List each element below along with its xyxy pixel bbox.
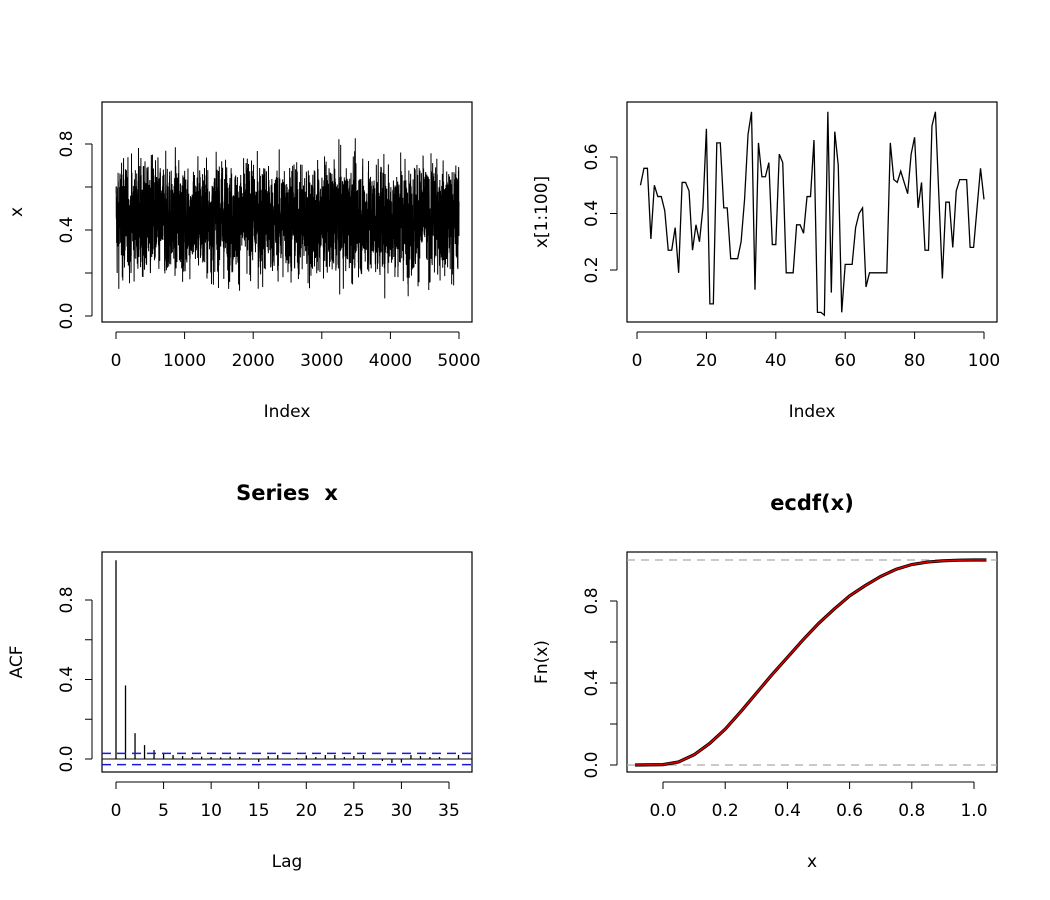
- chart-title: ecdf(x): [770, 491, 854, 515]
- y-tick-label: 0.0: [57, 302, 77, 329]
- x-tick-label: 20: [696, 351, 718, 371]
- y-tick-label: 0.4: [582, 669, 602, 696]
- x-axis: 0 20 40 60 80 100: [632, 331, 1000, 371]
- x-tick-label: 0.4: [774, 801, 801, 821]
- y-tick-label: 0.0: [582, 751, 602, 778]
- x-axis-label: Index: [264, 402, 311, 422]
- x-tick-label: 0: [111, 351, 122, 371]
- x-tick-label: 0.6: [836, 801, 863, 821]
- x-tick-label: 0: [632, 351, 643, 371]
- x-tick-label: 0: [111, 801, 122, 821]
- fitted-cdf-curve: [634, 559, 987, 766]
- y-tick-label: 0.4: [57, 666, 77, 693]
- chart-title: Series x: [236, 481, 338, 505]
- x-axis-label: Lag: [272, 852, 303, 872]
- x-tick-label: 100: [968, 351, 1000, 371]
- ecdf-step-curve: [634, 558, 987, 767]
- y-tick-label: 0.8: [57, 586, 77, 613]
- panel-series-full: 0 1000 2000 3000 4000 5000 0.0 0.4 0.8 Index x: [7, 101, 481, 422]
- y-tick-label: 0.0: [57, 745, 77, 772]
- x-axis: 0 5 10 15 20 25 30 35: [111, 781, 460, 821]
- y-axis: 0.2 0.4 0.6: [582, 143, 618, 284]
- y-axis-label: Fn(x): [532, 640, 552, 684]
- x-tick-label: 2000: [232, 351, 275, 371]
- x-axis: 0 1000 2000 3000 4000 5000: [111, 331, 481, 371]
- x-tick-label: 0.2: [712, 801, 739, 821]
- y-tick-label: 0.2: [582, 256, 602, 283]
- x-tick-label: 35: [438, 801, 460, 821]
- y-tick-label: 0.6: [582, 143, 602, 170]
- plot-frame: [626, 101, 998, 323]
- plot-frame: [626, 551, 998, 773]
- x-tick-label: 60: [834, 351, 856, 371]
- panel-ecdf: ecdf(x) 0.0 0.2 0.4 0.6 0.8 1.0 0.0 0.4 0.8 x F…: [532, 491, 998, 872]
- ecdf-curves: [627, 558, 997, 767]
- y-tick-label: 0.4: [57, 216, 77, 243]
- y-axis-label: ACF: [7, 646, 27, 679]
- y-axis: 0.0 0.4 0.8: [582, 587, 618, 779]
- x-tick-label: 1.0: [960, 801, 987, 821]
- x-tick-label: 10: [200, 801, 222, 821]
- y-tick-label: 0.8: [582, 587, 602, 614]
- x-tick-label: 15: [248, 801, 270, 821]
- x-tick-label: 3000: [300, 351, 343, 371]
- y-axis: 0.0 0.4 0.8: [57, 130, 93, 330]
- x-axis: 0.0 0.2 0.4 0.6 0.8 1.0: [649, 781, 988, 821]
- x-tick-label: 20: [295, 801, 317, 821]
- x-axis-label: x: [807, 852, 817, 872]
- y-axis-label: x: [7, 207, 27, 217]
- panel-series-first-100: 0 20 40 60 80 100 0.2 0.4 0.6 Index x[1:100]: [532, 101, 1000, 422]
- x-tick-label: 1000: [163, 351, 206, 371]
- x-tick-label: 0.8: [898, 801, 925, 821]
- acf-bars: [102, 560, 472, 766]
- x-tick-label: 4000: [369, 351, 412, 371]
- series-line: [115, 138, 460, 299]
- plot-frame: [101, 101, 473, 323]
- panel-acf: Series x 0 5 10 15 20 25 30 35 0.0 0.4 0.8 Lag AC…: [7, 481, 473, 872]
- y-axis: 0.0 0.4 0.8: [57, 586, 93, 773]
- y-axis-label: x[1:100]: [532, 176, 552, 248]
- x-tick-label: 5: [158, 801, 169, 821]
- x-tick-label: 80: [904, 351, 926, 371]
- x-tick-label: 30: [391, 801, 413, 821]
- y-tick-label: 0.4: [582, 200, 602, 227]
- plot-frame: [101, 551, 473, 773]
- x-tick-label: 25: [343, 801, 365, 821]
- x-tick-label: 5000: [437, 351, 480, 371]
- series-line: [639, 111, 985, 317]
- x-tick-label: 40: [765, 351, 787, 371]
- x-axis-label: Index: [789, 402, 836, 422]
- y-tick-label: 0.8: [57, 130, 77, 157]
- x-tick-label: 0.0: [649, 801, 676, 821]
